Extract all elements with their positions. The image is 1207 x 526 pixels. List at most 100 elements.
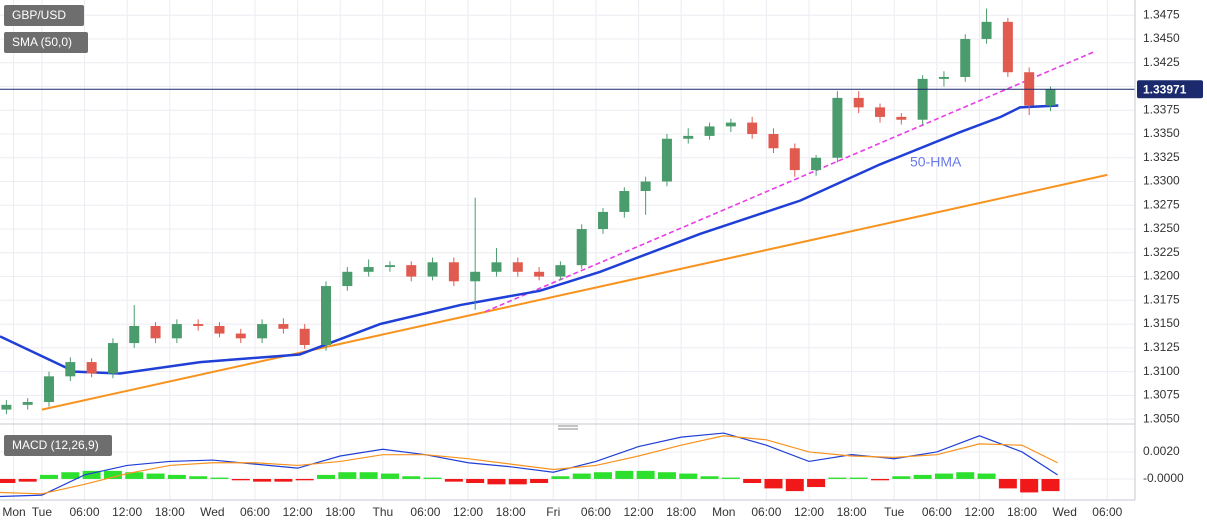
candle-body [257,324,268,339]
annotation: 50-HMA [910,154,962,170]
x-tick-label: 18:00 [496,505,526,519]
y-tick-label: 1.3075 [1143,388,1180,402]
candle-body [1045,89,1056,106]
histogram-bar [551,476,570,479]
candle-body [44,376,55,402]
histogram-bar [359,472,378,479]
x-tick-label: Mon [712,505,735,519]
histogram-bar [40,474,59,479]
y-tick-label: -0.0000 [1143,471,1184,485]
last-price-label: 1.33971 [1143,82,1187,96]
histogram-bar [657,472,676,479]
candle-body [427,262,438,277]
histogram-bar [380,473,399,479]
candle-body [640,181,651,192]
histogram-bar [210,477,229,479]
candle-body [321,286,332,345]
x-tick-label: 12:00 [112,505,142,519]
candle-body [832,97,843,158]
histogram-bar [466,478,485,483]
y-tick-label: 1.3475 [1143,7,1180,21]
candle-body [193,324,204,326]
candle-body [406,265,417,277]
histogram-bar [167,474,186,479]
y-tick-label: 1.3300 [1143,174,1180,188]
histogram-bar [508,478,527,485]
trend-line [41,173,1108,411]
candle-body [534,271,545,277]
trend-line [484,51,1094,313]
x-tick-label: 18:00 [1007,505,1037,519]
histogram-bar [103,470,122,479]
candle-body [363,267,374,272]
histogram-bar [61,472,80,479]
candle-body [661,138,672,182]
candle-body [107,343,118,374]
histogram-bar [572,473,591,479]
macd-panel [0,432,1060,498]
candle-body [22,401,33,405]
histogram-bar [231,478,250,481]
histogram-bar [146,473,165,479]
histogram-bar [636,470,655,479]
candle-body [576,229,587,266]
x-tick-label: 12:00 [453,505,483,519]
x-tick-label: 12:00 [964,505,994,519]
macd-line [0,432,1058,498]
histogram-bar [18,478,37,482]
x-tick-label: Fri [546,505,560,519]
y-tick-label: 1.3250 [1143,221,1180,235]
y-tick-label: 1.3450 [1143,31,1180,45]
candle-body [555,265,566,277]
histogram-bar [253,478,272,482]
macd-box [4,435,112,456]
x-tick-label: 06:00 [581,505,611,519]
y-tick-label: 1.3125 [1143,340,1180,354]
candle-body [747,122,758,134]
candle-body [129,325,140,344]
histogram-bar [700,476,719,479]
candle-body [235,333,246,339]
x-tick-label: 06:00 [240,505,270,519]
histogram-bar [487,478,506,485]
histogram-bar [295,478,314,481]
x-tick-label: 18:00 [666,505,696,519]
candle-body [598,211,609,230]
candle-body [981,21,992,39]
x-tick-label: Wed [1052,505,1076,519]
x-tick-label: 18:00 [325,505,355,519]
histogram-bar [849,477,868,479]
histogram-bar [615,470,634,479]
histogram-bar [82,470,101,479]
divider-handle[interactable] [558,425,578,430]
x-tick-label: 18:00 [155,505,185,519]
indicator-box [4,32,88,53]
histogram-bar [807,478,826,488]
candle-body [768,133,779,149]
indicator-label: SMA (50,0) [12,35,72,49]
x-tick-label: Tue [32,505,53,519]
y-tick-label: 1.3100 [1143,364,1180,378]
candle-body [938,76,949,79]
macd-label: MACD (12,26,9) [12,438,99,452]
grid: Mon Tue 06:00 12:00 18:00 Wed 06:00 12:00 18:00 T… [0,0,1184,519]
candle-body [896,116,907,120]
candle-body [853,97,864,108]
y-tick-label: 1.3275 [1143,197,1180,211]
x-tick-label: 18:00 [837,505,867,519]
sma-line [0,104,1059,375]
macd-line [0,435,1058,495]
candle-body [278,324,289,329]
candle-body [789,148,800,171]
candle-body [342,271,353,287]
candle-body [384,265,395,268]
y-tick-label: 1.3375 [1143,102,1180,116]
histogram-bar [402,476,421,479]
x-tick-label: Mon [2,505,25,519]
candle-body [214,325,225,334]
y-tick-label: 0.0020 [1143,444,1180,458]
histogram-bar [956,472,975,479]
candle-body [65,362,76,377]
histogram-bar [444,478,463,482]
